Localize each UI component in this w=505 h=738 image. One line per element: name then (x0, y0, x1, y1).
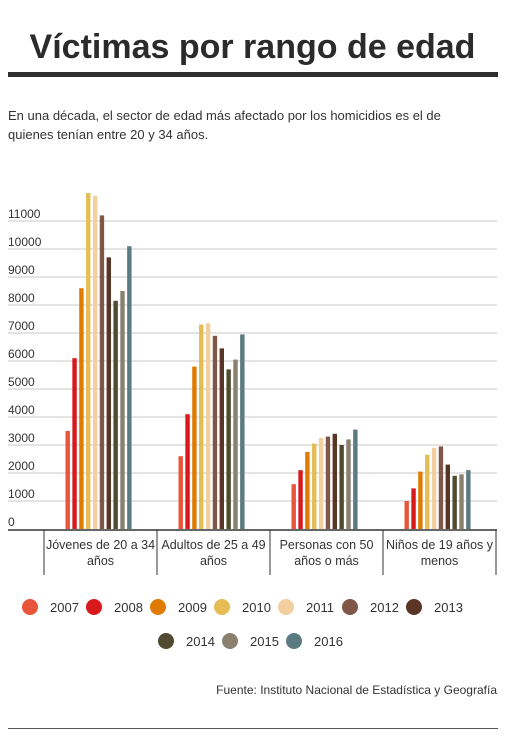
chart-title: Víctimas por rango de edad (29, 28, 476, 66)
chart-subtitle: En una década, el sector de edad más afe… (8, 108, 441, 142)
bar-2011-cat-0 (92, 195, 98, 530)
legend-swatch (86, 599, 102, 615)
source-note: Fuente: Instituto Nacional de Estadístic… (216, 683, 497, 697)
x-category-label: Personas con 50 años o más (280, 538, 374, 568)
legend-item-2011: 2011 (278, 599, 342, 615)
bar-2013-cat-0 (106, 257, 111, 529)
bar-2015-cat-0 (120, 291, 125, 529)
legend-swatch (222, 633, 238, 649)
legend-swatch (286, 633, 302, 649)
bar-2016-cat-3 (466, 470, 471, 529)
legend-label: 2010 (242, 599, 271, 615)
bar-2013-cat-1 (219, 348, 224, 529)
legend-row: 2014 2015 2016 (22, 630, 492, 652)
x-category-label: Jóvenes de 20 a 34 años (46, 538, 155, 568)
bar-2012-cat-0 (99, 215, 105, 529)
y-tick-label: 8000 (8, 291, 35, 305)
legend-swatch (406, 599, 422, 615)
legend-label: 2016 (314, 633, 343, 649)
bar-2008-cat-0 (72, 358, 77, 529)
bar-2016-cat-1 (240, 334, 245, 529)
bar-2014-cat-0 (113, 300, 118, 529)
legend-label: 2011 (306, 599, 334, 615)
legend-label: 2007 (50, 599, 79, 615)
y-tick-label: 7000 (8, 319, 35, 333)
bar-2014-cat-3 (452, 475, 457, 529)
y-tick-label: 4000 (8, 403, 35, 417)
bar-2010-cat-0 (86, 193, 91, 529)
y-tick-label: 2000 (8, 459, 35, 473)
legend-label: 2014 (186, 633, 215, 649)
bar-2010-cat-2 (312, 443, 317, 529)
y-tick-label: 10000 (8, 235, 42, 249)
bar-2007-cat-1 (178, 456, 183, 529)
bar-2013-cat-2 (332, 433, 337, 529)
bar-2009-cat-3 (418, 471, 423, 529)
bar-2009-cat-1 (192, 366, 197, 529)
bar-2011-cat-3 (431, 447, 437, 529)
bar-2016-cat-2 (353, 429, 358, 529)
bar-2016-cat-0 (127, 246, 132, 529)
y-tick-label: 11000 (8, 207, 41, 221)
bar-2014-cat-2 (339, 445, 344, 529)
legend-swatch (158, 633, 174, 649)
bar-2012-cat-3 (438, 446, 444, 529)
bar-2009-cat-2 (305, 452, 310, 529)
legend-label: 2013 (434, 599, 463, 615)
bar-chart: 0 1000 2000 3000 4000 5000 6000 7000 8000 9000 100… (8, 193, 497, 575)
x-category-label: Adultos de 25 a 49 años (161, 538, 265, 568)
y-tick-label: 5000 (8, 375, 35, 389)
legend-swatch (278, 599, 294, 615)
legend-item-2013: 2013 (406, 599, 470, 615)
legend-item-2016: 2016 (286, 633, 350, 649)
bottom-rule (8, 728, 498, 729)
bar-2007-cat-2 (291, 484, 296, 529)
legend-swatch (214, 599, 230, 615)
bar-2008-cat-3 (411, 488, 416, 529)
bar-2012-cat-1 (212, 335, 218, 529)
bar-2010-cat-3 (425, 454, 430, 529)
legend-item-2009: 2009 (150, 599, 214, 615)
legend-item-2007: 2007 (22, 599, 86, 615)
legend-label: 2015 (250, 633, 279, 649)
legend: 2007 2008 2009 2010 2011 2012 2013 2014 2015 201… (22, 596, 492, 664)
legend-swatch (342, 599, 358, 615)
bar-2012-cat-2 (325, 436, 331, 529)
legend-row: 2007 2008 2009 2010 2011 2012 2013 (22, 596, 492, 618)
y-tick-label: 6000 (8, 347, 35, 361)
y-tick-label: 9000 (8, 263, 35, 277)
bar-2015-cat-1 (233, 359, 238, 529)
bar-2015-cat-3 (459, 474, 464, 529)
legend-item-2008: 2008 (86, 599, 150, 615)
bar-2011-cat-1 (205, 323, 211, 529)
title-rule (8, 72, 498, 77)
bar-2008-cat-2 (298, 470, 303, 529)
legend-item-2015: 2015 (222, 633, 286, 649)
x-category-label: Niños de 19 años y menos (386, 538, 494, 568)
legend-label: 2012 (370, 599, 399, 615)
legend-swatch (22, 599, 38, 615)
y-tick-label: 1000 (8, 487, 35, 501)
bar-2011-cat-2 (318, 438, 324, 529)
bar-2007-cat-3 (404, 501, 409, 529)
legend-swatch (150, 599, 166, 615)
legend-label: 2009 (178, 599, 207, 615)
y-tick-label: 0 (8, 515, 15, 529)
y-tick-label: 3000 (8, 431, 35, 445)
legend-item-2010: 2010 (214, 599, 278, 615)
legend-item-2012: 2012 (342, 599, 406, 615)
bar-2010-cat-1 (199, 324, 204, 529)
bar-2013-cat-3 (445, 464, 450, 529)
bar-2009-cat-0 (79, 288, 84, 529)
bar-2007-cat-0 (65, 431, 70, 529)
bar-2015-cat-2 (346, 439, 351, 529)
bar-2008-cat-1 (185, 414, 190, 529)
bar-2014-cat-1 (226, 369, 231, 529)
legend-item-2014: 2014 (158, 633, 222, 649)
legend-label: 2008 (114, 599, 143, 615)
